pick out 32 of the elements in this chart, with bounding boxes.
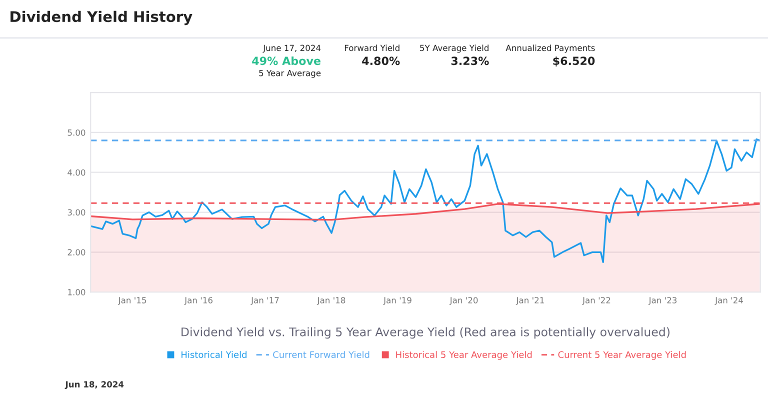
x-tick-label: Jan '18 <box>316 297 346 305</box>
y-tick-label: 4.00 <box>68 169 86 176</box>
y-tick-label: 5.00 <box>68 129 86 136</box>
text: Jun 18, 2024 <box>64 381 124 389</box>
x-tick-label: Jan '24 <box>714 297 744 305</box>
x-tick-label: Jan '20 <box>449 297 478 305</box>
x-tick-label: Jan '19 <box>383 297 412 305</box>
text: 3.23% <box>451 56 489 66</box>
chart-title: Dividend Yield History <box>10 10 192 26</box>
text: $6.520 <box>553 56 595 67</box>
legend-label: Current 5 Year Average Yield <box>558 351 686 360</box>
text: 5Y Average Yield <box>420 44 488 53</box>
x-tick-label: Jan '16 <box>184 297 212 305</box>
text: Annualized Payments <box>506 44 595 53</box>
x-tick-label: Jan '21 <box>516 297 544 305</box>
text: 4.80% <box>362 56 400 66</box>
legend-label: Historical 5 Year Average Yield <box>396 351 532 360</box>
y-tick-label: 3.00 <box>68 209 86 216</box>
y-tick-label: 1.00 <box>68 289 86 296</box>
x-tick-label: Jan '15 <box>118 297 146 305</box>
legend-label: Current Forward Yield <box>273 351 370 358</box>
text: Forward Yield <box>344 44 400 52</box>
text: 49% Above <box>252 56 320 66</box>
x-tick-label: Jan '23 <box>648 297 677 305</box>
text: 5 Year Average <box>259 70 321 78</box>
x-tick-label: Jan '17 <box>250 297 279 305</box>
line-series <box>90 138 760 263</box>
legend-label: Historical Yield <box>182 351 246 358</box>
x-axis-title: Dividend Yield vs. Trailing 5 Year Average Yield (Red area is potentially overvalued) <box>182 327 670 339</box>
text: June 17, 2024 <box>262 44 321 53</box>
y-tick-label: 2.00 <box>68 249 86 256</box>
x-tick-label: Jan '22 <box>582 297 610 305</box>
